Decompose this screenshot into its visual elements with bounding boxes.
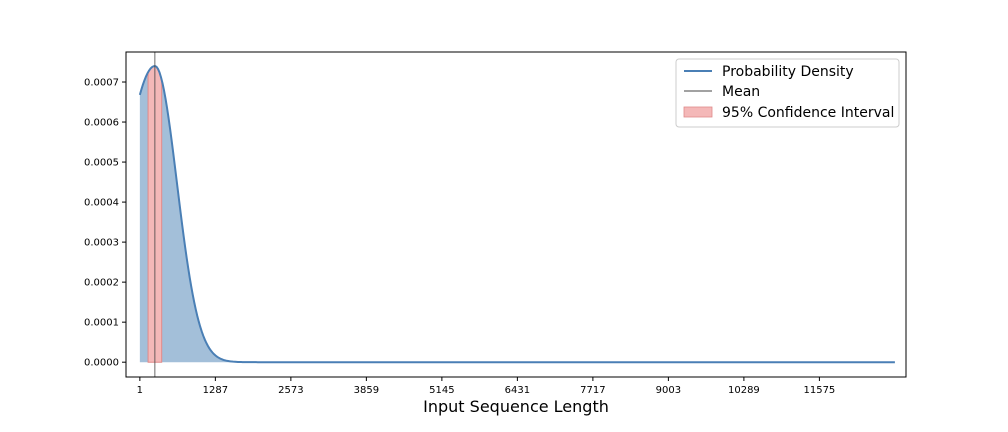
x-tick-label: 1287 — [203, 385, 228, 396]
density-line-layer — [138, 64, 895, 364]
legend-frame — [675, 58, 900, 128]
x-tick-label: 3859 — [354, 385, 379, 396]
x-tick-label: 10289 — [728, 385, 760, 396]
x-tick-label: 7717 — [580, 385, 605, 396]
x-tick-label: 9003 — [656, 385, 681, 396]
x-tick-label: 1 — [137, 385, 143, 396]
y-axis-ticks: 0.0000 0.0001 0.0002 0.0003 0.0004 0.0005 0.00… — [84, 78, 126, 369]
legend-density-label: Probability Density — [722, 64, 854, 80]
legend-mean-label: Mean — [722, 84, 760, 100]
y-tick-label: 0.0006 — [84, 118, 119, 129]
legend-ci-swatch — [683, 106, 713, 118]
x-tick-label: 2573 — [278, 385, 303, 396]
y-tick-label: 0.0001 — [84, 318, 119, 329]
x-tick-label: 5145 — [429, 385, 454, 396]
y-tick-label: 0.0002 — [84, 278, 119, 289]
y-tick-label: 0.0004 — [84, 198, 119, 209]
x-axis-label: Input Sequence Length — [423, 397, 609, 416]
y-tick-label: 0.0005 — [84, 158, 119, 169]
y-tick-label: 0.0007 — [84, 78, 119, 89]
x-axis-ticks: 1 1287 2573 3859 5145 6431 7717 9003 10289 11575 — [137, 377, 835, 396]
x-tick-label: 11575 — [803, 385, 835, 396]
legend: Probability Density Mean 95% Confidence … — [675, 58, 900, 128]
legend-ci-label: 95% Confidence Interval — [722, 105, 894, 121]
density-line — [138, 64, 895, 364]
x-tick-label: 6431 — [505, 385, 530, 396]
y-tick-label: 0.0000 — [84, 358, 119, 369]
plot-frame — [125, 51, 907, 378]
y-tick-label: 0.0003 — [84, 238, 119, 249]
